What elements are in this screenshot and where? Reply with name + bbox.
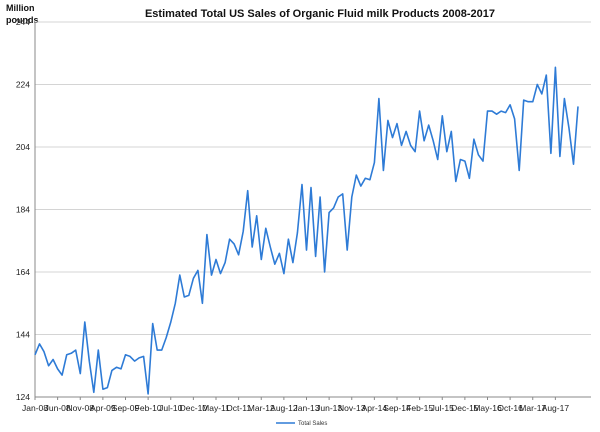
x-tick-label: Sep-09 [112, 403, 140, 413]
x-tick-label: Feb-15 [406, 403, 433, 413]
x-tick-label: Mar-17 [519, 403, 546, 413]
axes [34, 22, 591, 400]
x-tick-label: Apr-14 [362, 403, 388, 413]
x-tick-label: Aug-17 [542, 403, 570, 413]
x-tick-label: Aug-12 [270, 403, 298, 413]
y-tick-label: 144 [16, 330, 30, 340]
y-tick-label: 224 [16, 80, 30, 90]
x-tick-label: Dec-10 [180, 403, 208, 413]
chart-title: Estimated Total US Sales of Organic Flui… [145, 8, 495, 20]
x-tick-label: Sep-14 [383, 403, 411, 413]
series-layer [34, 66, 579, 395]
x-tick-label: May-11 [202, 403, 230, 413]
series-line-total-sales [34, 66, 579, 395]
x-tick-label: Feb-10 [135, 403, 162, 413]
y-tick-label: 244 [16, 17, 30, 27]
y-axis-label-line1: Million [6, 3, 35, 13]
x-tick-label: Jul-10 [159, 403, 182, 413]
x-tick-label: Apr-09 [90, 403, 116, 413]
legend-label-total-sales: Total Sales [298, 421, 327, 427]
y-axis-label-line2: pounds [6, 15, 39, 25]
grid-lines [35, 21, 591, 335]
x-tick-label: Oct-11 [226, 403, 251, 413]
y-tick-labels: 124 144 164 184 204 224 244 [16, 17, 30, 402]
x-tick-label: Jan-08 [22, 403, 48, 413]
x-tick-label: Nov-13 [338, 403, 366, 413]
y-tick-label: 184 [16, 205, 30, 215]
x-tick-label: Oct-16 [497, 403, 523, 413]
x-tick-label: Nov-08 [67, 403, 95, 413]
x-tick-labels: Jan-08Jun-08Nov-08Apr-09Sep-09Feb-10Jul-… [22, 403, 569, 413]
x-tick-label: Dec-15 [451, 403, 479, 413]
x-tick-label: Jun-08 [45, 403, 71, 413]
y-tick-label: 124 [16, 392, 30, 402]
y-tick-label: 204 [16, 142, 30, 152]
x-tick-label: Jun-13 [316, 403, 342, 413]
x-tick-label: Jul-15 [431, 403, 454, 413]
x-tick-label: May-16 [473, 403, 502, 413]
y-tick-label: 164 [16, 267, 30, 277]
legend: Total Sales [276, 421, 327, 427]
x-tick-label: Jan-13 [294, 403, 320, 413]
x-tick-label: Mar-12 [248, 403, 275, 413]
